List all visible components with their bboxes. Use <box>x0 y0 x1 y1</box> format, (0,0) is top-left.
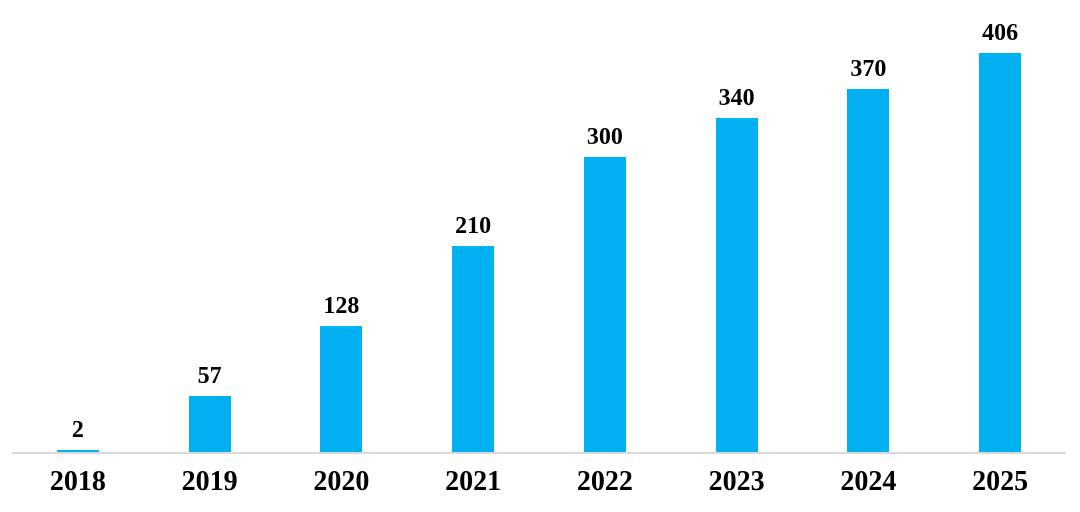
x-axis-tick-label: 2019 <box>181 466 238 497</box>
bar <box>452 246 495 452</box>
bar <box>715 118 758 452</box>
bar-column: 2 <box>12 0 144 452</box>
bar-value-label: 370 <box>850 55 887 82</box>
bar <box>188 396 231 452</box>
bar-value-label: 57 <box>197 362 222 389</box>
bar-value-label: 128 <box>323 292 360 319</box>
x-axis-tick-label: 2025 <box>972 466 1029 497</box>
bar-column: 300 <box>539 0 671 452</box>
plot-area: 2 57 128 210 300 340 370 406 <box>12 0 1066 452</box>
bar <box>56 450 99 452</box>
bar <box>847 89 890 452</box>
x-axis-tick-label: 2018 <box>49 466 106 497</box>
x-axis-tick-label: 2021 <box>445 466 502 497</box>
bar-column: 406 <box>934 0 1066 452</box>
x-axis-line <box>12 452 1066 454</box>
bar-column: 340 <box>671 0 803 452</box>
bar-column: 128 <box>276 0 408 452</box>
bar-column: 370 <box>803 0 935 452</box>
bar <box>320 326 363 452</box>
bar-value-label: 2 <box>71 416 84 443</box>
bar-value-label: 340 <box>718 84 755 111</box>
bar-value-label: 300 <box>586 123 623 150</box>
bar-column: 210 <box>407 0 539 452</box>
bar <box>979 53 1022 452</box>
bar-value-label: 406 <box>982 19 1019 46</box>
bar-value-label: 210 <box>455 212 492 239</box>
bar-column: 57 <box>144 0 276 452</box>
bar <box>583 157 626 452</box>
x-axis-tick-label: 2022 <box>576 466 633 497</box>
x-axis-tick-label: 2024 <box>840 466 897 497</box>
x-axis-tick-label: 2020 <box>313 466 370 497</box>
x-axis-tick-label: 2023 <box>708 466 765 497</box>
x-axis-labels-row: 2018 2019 2020 2021 2022 2023 2024 2025 <box>0 468 1080 496</box>
